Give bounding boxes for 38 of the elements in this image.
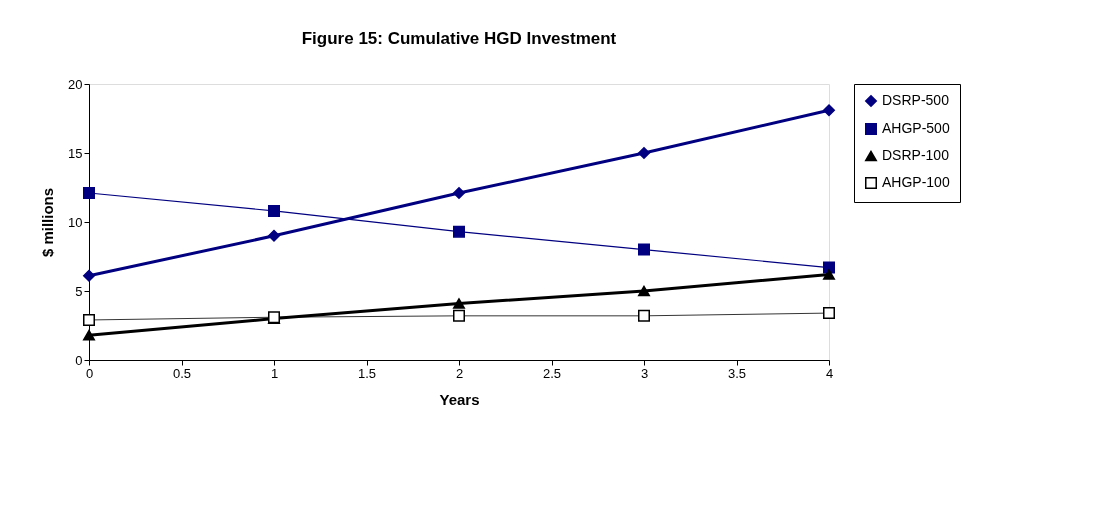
legend-label: DSRP-500 bbox=[882, 92, 950, 108]
y-tick-label: 20 bbox=[68, 76, 83, 92]
x-tick-label: 4 bbox=[825, 365, 834, 381]
x-tick-label: 2 bbox=[455, 365, 464, 381]
chart-title: Figure 15: Cumulative HGD Investment bbox=[301, 29, 617, 48]
point bbox=[823, 307, 835, 320]
point bbox=[823, 104, 835, 117]
x-axis-title: Years bbox=[439, 390, 480, 408]
x-tick-label: 0.5 bbox=[172, 365, 192, 381]
point bbox=[638, 243, 650, 256]
legend-label: DSRP-100 bbox=[882, 147, 950, 163]
y-tick-label: 5 bbox=[75, 283, 83, 299]
point bbox=[453, 225, 465, 238]
point bbox=[83, 313, 95, 326]
point bbox=[638, 285, 650, 297]
point bbox=[453, 309, 465, 322]
y-axis-title: $ millions bbox=[39, 187, 57, 258]
point bbox=[638, 147, 650, 159]
point bbox=[823, 269, 835, 280]
point bbox=[453, 187, 465, 200]
x-tick-label: 2.5 bbox=[542, 365, 562, 381]
y-tick-label: 0 bbox=[75, 352, 83, 368]
legend-label: AHGP-100 bbox=[882, 174, 950, 190]
point bbox=[268, 229, 280, 242]
point bbox=[83, 269, 95, 282]
legend-label: AHGP-500 bbox=[882, 120, 950, 136]
point bbox=[638, 309, 650, 322]
point bbox=[453, 298, 465, 309]
point bbox=[268, 204, 280, 217]
point bbox=[83, 329, 95, 341]
x-tick-label: 3 bbox=[640, 365, 649, 381]
x-tick-label: 1 bbox=[270, 365, 279, 381]
point bbox=[83, 187, 95, 200]
y-tick-label: 10 bbox=[68, 214, 83, 230]
x-tick-label: 0 bbox=[85, 365, 94, 381]
x-tick-label: 3.5 bbox=[727, 365, 747, 381]
y-tick-label: 15 bbox=[68, 145, 83, 161]
x-tick-label: 1.5 bbox=[357, 365, 377, 381]
